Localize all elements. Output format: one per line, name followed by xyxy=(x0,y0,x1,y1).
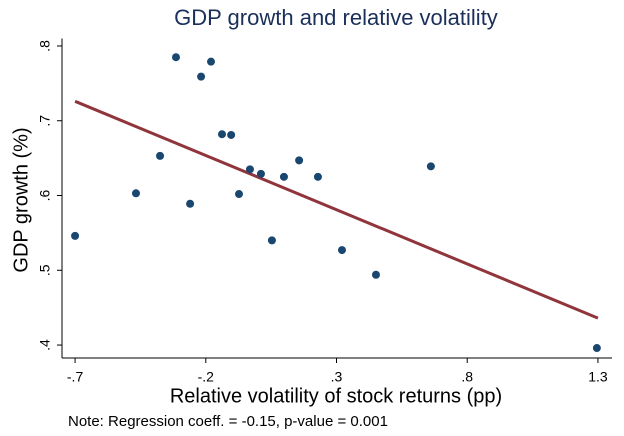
point xyxy=(186,199,195,208)
x-tick-label: -.2 xyxy=(198,369,215,385)
point xyxy=(592,344,601,353)
point xyxy=(207,57,216,66)
y-tick-label: .8 xyxy=(37,40,53,52)
x-tick-label: 1.3 xyxy=(588,369,608,385)
point xyxy=(426,162,435,171)
point xyxy=(131,189,140,198)
point xyxy=(256,169,265,178)
y-tick-label: .7 xyxy=(37,115,53,127)
point xyxy=(313,172,322,181)
y-tick-label: .5 xyxy=(37,264,53,276)
y-tick-label: .4 xyxy=(37,339,53,351)
x-tick-label: .3 xyxy=(331,369,343,385)
point xyxy=(337,246,346,255)
point xyxy=(71,231,80,240)
x-axis-label: Relative volatility of stock returns (pp… xyxy=(170,385,502,407)
point xyxy=(197,72,206,81)
x-tick-label: -.7 xyxy=(67,369,84,385)
point xyxy=(245,165,254,174)
note: Note: Regression coeff. = -0.15, p-value… xyxy=(68,413,388,430)
y-axis-label: GDP growth (%) xyxy=(10,127,32,272)
fit-line xyxy=(74,99,599,320)
y-tick-label: .6 xyxy=(37,189,53,201)
point xyxy=(371,270,380,279)
chart-title: GDP growth and relative volatility xyxy=(174,5,498,30)
point xyxy=(279,172,288,181)
point xyxy=(295,156,304,165)
point xyxy=(227,130,236,139)
point xyxy=(171,53,180,62)
point xyxy=(234,190,243,199)
point xyxy=(267,236,276,245)
point xyxy=(156,151,165,160)
point xyxy=(217,130,226,139)
x-tick-label: .8 xyxy=(461,369,473,385)
